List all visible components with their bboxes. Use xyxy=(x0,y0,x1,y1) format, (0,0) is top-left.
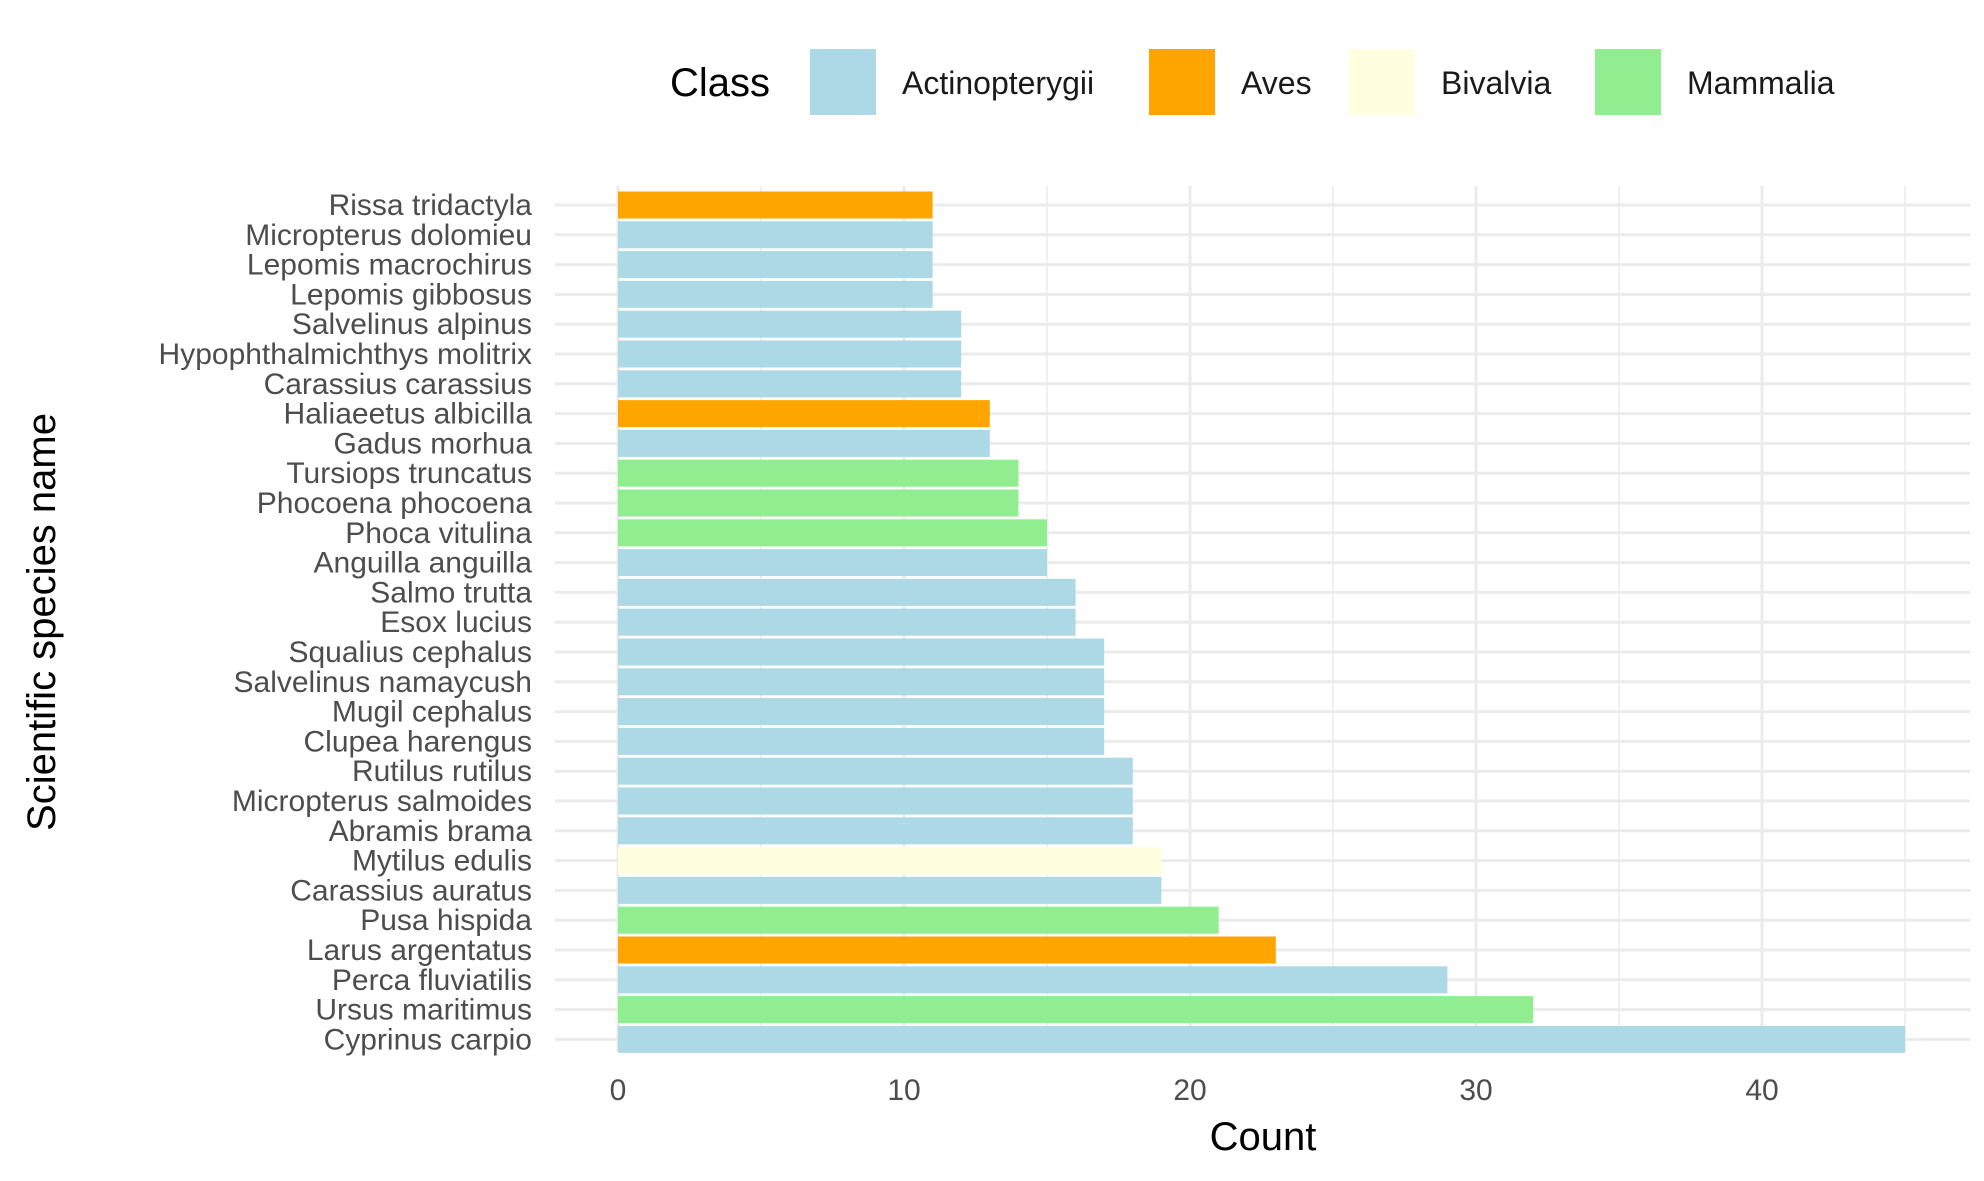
x-tick-label: 40 xyxy=(1745,1074,1778,1107)
bar-pusa-hispida xyxy=(618,906,1219,934)
x-axis-title: Count xyxy=(1210,1115,1317,1159)
bar-mytilus-edulis xyxy=(618,847,1162,875)
legend-swatch xyxy=(1349,49,1415,115)
legend-item-actinopterygii: Actinopterygii xyxy=(810,49,1094,115)
bar-anguilla-anguilla xyxy=(618,549,1047,577)
legend-item-bivalvia: Bivalvia xyxy=(1349,49,1551,115)
bar-salmo-trutta xyxy=(618,578,1076,606)
bar-perca-fluviatilis xyxy=(618,966,1448,994)
legend-item-aves: Aves xyxy=(1149,49,1312,115)
y-tick-label: Anguilla anguilla xyxy=(314,547,533,580)
y-tick-label: Salvelinus alpinus xyxy=(292,308,532,341)
legend-label: Actinopterygii xyxy=(902,65,1094,101)
bar-salvelinus-namaycush xyxy=(618,668,1105,696)
bar-rissa-tridactyla xyxy=(618,191,933,219)
y-tick-label: Micropterus dolomieu xyxy=(245,219,532,252)
bar-salvelinus-alpinus xyxy=(618,310,962,338)
y-tick-label: Abramis brama xyxy=(329,815,533,848)
legend-swatch xyxy=(810,49,876,115)
y-tick-label: Perca fluviatilis xyxy=(332,964,532,997)
legend-title: Class xyxy=(670,61,770,105)
bar-phocoena-phocoena xyxy=(618,489,1019,517)
y-tick-label: Rissa tridactyla xyxy=(329,189,533,222)
y-tick-label: Mugil cephalus xyxy=(332,696,532,729)
bar-gadus-morhua xyxy=(618,429,990,457)
bar-lepomis-macrochirus xyxy=(618,251,933,279)
legend-label: Mammalia xyxy=(1687,65,1835,101)
y-tick-label: Ursus maritimus xyxy=(315,994,532,1027)
bar-hypophthalmichthys-molitrix xyxy=(618,340,962,368)
y-tick-label: Phocoena phocoena xyxy=(257,487,533,520)
bar-cyprinus-carpio xyxy=(618,1025,1905,1053)
bar-squalius-cephalus xyxy=(618,638,1105,666)
y-tick-label: Micropterus salmoides xyxy=(232,785,532,818)
legend-item-mammalia: Mammalia xyxy=(1595,49,1835,115)
x-tick-label: 0 xyxy=(610,1074,627,1107)
y-tick-label: Esox lucius xyxy=(380,606,532,639)
bar-abramis-brama xyxy=(618,817,1133,845)
x-tick-label: 20 xyxy=(1173,1074,1206,1107)
y-tick-label: Gadus morhua xyxy=(334,427,533,460)
x-tick-label: 10 xyxy=(887,1074,920,1107)
y-tick-label: Lepomis macrochirus xyxy=(247,249,532,282)
y-tick-label: Tursiops truncatus xyxy=(286,457,532,490)
y-tick-label: Mytilus edulis xyxy=(352,845,532,878)
bar-haliaeetus-albicilla xyxy=(618,400,990,428)
legend-swatch xyxy=(1595,49,1661,115)
legend-label: Aves xyxy=(1241,65,1312,101)
y-tick-label: Salmo trutta xyxy=(370,576,532,609)
bar-clupea-harengus xyxy=(618,727,1105,755)
y-tick-label: Lepomis gibbosus xyxy=(290,278,532,311)
bar-micropterus-dolomieu xyxy=(618,221,933,249)
bar-mugil-cephalus xyxy=(618,698,1105,726)
bar-carassius-carassius xyxy=(618,370,962,398)
y-tick-label: Larus argentatus xyxy=(307,934,532,967)
legend-label: Bivalvia xyxy=(1441,65,1551,101)
bar-rutilus-rutilus xyxy=(618,757,1133,785)
y-tick-label: Salvelinus namaycush xyxy=(234,666,533,699)
x-tick-label: 30 xyxy=(1459,1074,1492,1107)
bar-tursiops-truncatus xyxy=(618,459,1019,487)
y-tick-label: Phoca vitulina xyxy=(345,517,532,550)
bars xyxy=(618,191,1905,1053)
legend: Class Actinopterygii Aves Bivalvia Mammalia xyxy=(670,49,1835,115)
y-tick-label: Carassius carassius xyxy=(264,368,532,401)
bar-larus-argentatus xyxy=(618,936,1276,964)
bar-phoca-vitulina xyxy=(618,519,1047,547)
y-axis-title: Scientific species name xyxy=(20,413,64,831)
y-tick-label: Haliaeetus albicilla xyxy=(284,398,533,431)
bar-lepomis-gibbosus xyxy=(618,280,933,308)
y-tick-label: Carassius auratus xyxy=(290,874,532,907)
y-tick-label: Pusa hispida xyxy=(360,904,532,937)
bar-micropterus-salmoides xyxy=(618,787,1133,815)
y-tick-label: Cyprinus carpio xyxy=(324,1023,532,1056)
bar-ursus-maritimus xyxy=(618,996,1534,1024)
y-tick-label: Rutilus rutilus xyxy=(352,755,532,788)
legend-swatch xyxy=(1149,49,1215,115)
y-tick-label: Clupea harengus xyxy=(303,725,532,758)
y-tick-label: Hypophthalmichthys molitrix xyxy=(159,338,532,371)
x-axis-labels: 0 10 20 30 40 xyxy=(610,1074,1779,1107)
y-tick-label: Squalius cephalus xyxy=(288,636,532,669)
bar-esox-lucius xyxy=(618,608,1076,636)
bar-carassius-auratus xyxy=(618,876,1162,904)
